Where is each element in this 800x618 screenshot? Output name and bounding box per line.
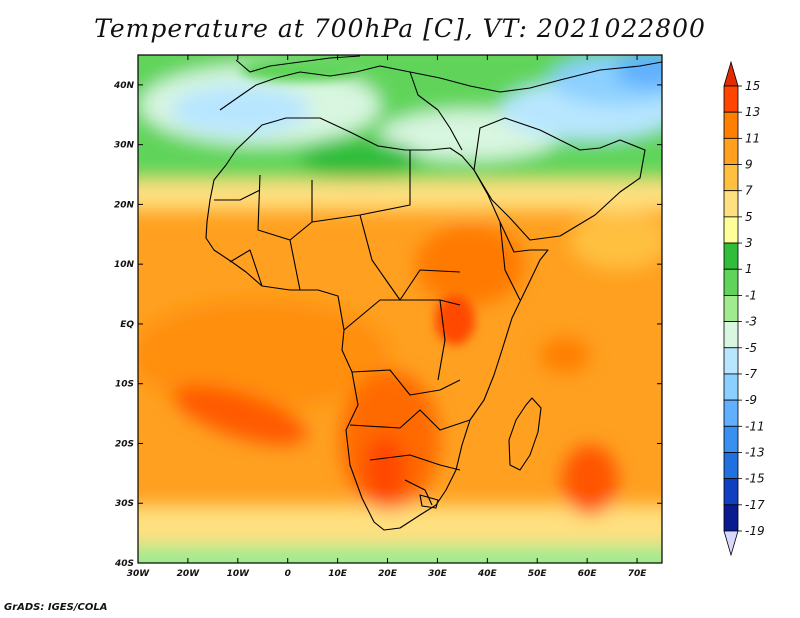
colorbar-swatch bbox=[723, 295, 739, 322]
lon-tick-label: 10E bbox=[328, 569, 348, 579]
colorbar-swatch bbox=[723, 164, 739, 192]
map-title: Temperature at 700hPa [C], VT: 202102280… bbox=[94, 14, 706, 43]
colorbar-label: -17 bbox=[745, 498, 765, 512]
colorbar-swatch bbox=[723, 425, 739, 453]
colorbar-label: -9 bbox=[745, 393, 757, 407]
coastlines bbox=[205, 55, 662, 531]
colorbar-swatch bbox=[723, 85, 739, 113]
lon-tick-label: 20E bbox=[378, 569, 398, 579]
colorbar-swatch bbox=[723, 504, 739, 532]
colorbar-swatch bbox=[723, 452, 739, 480]
lon-tick-label: 70E bbox=[628, 569, 648, 579]
colorbar-label: -15 bbox=[745, 472, 765, 486]
colorbar-label: -19 bbox=[745, 524, 765, 538]
map-frame bbox=[137, 54, 663, 564]
lat-tick-label: 40N bbox=[113, 81, 135, 91]
colorbar-label: -13 bbox=[745, 445, 765, 459]
colorbar-label: 3 bbox=[745, 236, 753, 250]
colorbar-label: 11 bbox=[745, 131, 760, 145]
colorbar-swatch bbox=[723, 216, 739, 244]
lat-tick-label: 20N bbox=[114, 200, 135, 210]
colorbar-swatch bbox=[723, 321, 739, 349]
lon-tick-label: 30E bbox=[428, 569, 448, 579]
colorbar-top-arrow bbox=[723, 60, 739, 87]
colorbar-bottom-arrow bbox=[723, 530, 739, 557]
colorbar-label: -1 bbox=[745, 288, 757, 302]
colorbar-swatch bbox=[723, 242, 739, 270]
lat-tick-label: 10S bbox=[115, 380, 134, 390]
colorbar-swatch bbox=[723, 137, 739, 165]
lat-tick-label: 30S bbox=[115, 499, 134, 509]
colorbar-label: 13 bbox=[745, 105, 760, 119]
lon-tick-label: 30W bbox=[127, 569, 151, 579]
lon-tick-label: 10W bbox=[227, 569, 251, 579]
colorbar-label: -3 bbox=[745, 315, 757, 329]
colorbar-label: -11 bbox=[745, 419, 765, 433]
colorbar-swatch bbox=[723, 399, 739, 427]
colorbar-label: 5 bbox=[745, 210, 753, 224]
lon-tick-label: 50E bbox=[528, 569, 548, 579]
longitude-axis: 30W 20W 10W 0 10E 20E 30E 40E 50E 60E 70E bbox=[127, 55, 647, 579]
colorbar-swatch bbox=[723, 268, 739, 296]
latitude-axis: 40N 30N 20N 10N EQ 10S 20S 30S 40S bbox=[113, 81, 662, 569]
temperature-field bbox=[138, 55, 662, 563]
colorbar-label: 1 bbox=[745, 262, 753, 276]
lat-tick-label: 40S bbox=[114, 559, 134, 569]
lat-tick-label: 10N bbox=[114, 260, 135, 270]
colorbar-label: -7 bbox=[745, 367, 757, 381]
lon-tick-label: 0 bbox=[285, 569, 291, 579]
colorbar-label: -5 bbox=[745, 341, 757, 355]
lat-tick-label: 20S bbox=[115, 439, 134, 449]
lon-tick-label: 40E bbox=[477, 569, 498, 579]
colorbar-swatch bbox=[723, 190, 739, 218]
colorbar-label: 7 bbox=[745, 184, 753, 198]
colorbar-swatch bbox=[723, 478, 739, 506]
lat-tick-label: EQ bbox=[120, 320, 134, 330]
colorbar-swatch bbox=[723, 347, 739, 375]
lon-tick-label: 60E bbox=[578, 569, 598, 579]
lon-tick-label: 20W bbox=[177, 569, 201, 579]
colorbar-label: 15 bbox=[745, 79, 760, 93]
colorbar-label: 9 bbox=[745, 158, 753, 172]
colorbar-swatch bbox=[723, 111, 739, 139]
colorbar-legend: 15 13 11 9 7 5 3 1 -1 -3 -5 -7 -9 -11 -13 -15 -17 -19 bbox=[723, 60, 765, 557]
colorbar-swatch bbox=[723, 373, 739, 401]
grads-credit: GrADS: IGES/COLA bbox=[4, 602, 108, 613]
lat-tick-label: 30N bbox=[114, 141, 135, 151]
